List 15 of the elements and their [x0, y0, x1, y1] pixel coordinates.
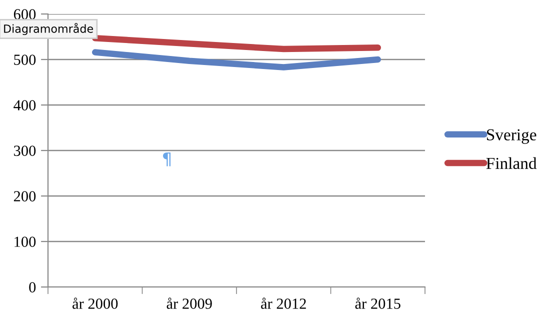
x-tick-label: år 2015: [355, 298, 400, 309]
y-tick-label: 600: [14, 9, 36, 20]
legend-label: Finland: [486, 157, 537, 170]
y-tick-label: 500: [14, 54, 36, 65]
y-tick-label: 200: [14, 191, 36, 202]
annotation: Diagramområde: [4, 22, 93, 36]
x-tick-label: år 2009: [166, 298, 212, 309]
y-tick-label: 300: [14, 146, 36, 156]
x-tick-label: år 2000: [72, 298, 118, 309]
legend-label: Sverige: [486, 129, 536, 144]
y-tick-label: 0: [29, 282, 36, 292]
y-tick-label: 400: [14, 100, 36, 110]
annotation: ¶: [162, 152, 170, 166]
x-tick-label: år 2012: [261, 298, 306, 309]
y-tick-label: 100: [14, 236, 36, 247]
